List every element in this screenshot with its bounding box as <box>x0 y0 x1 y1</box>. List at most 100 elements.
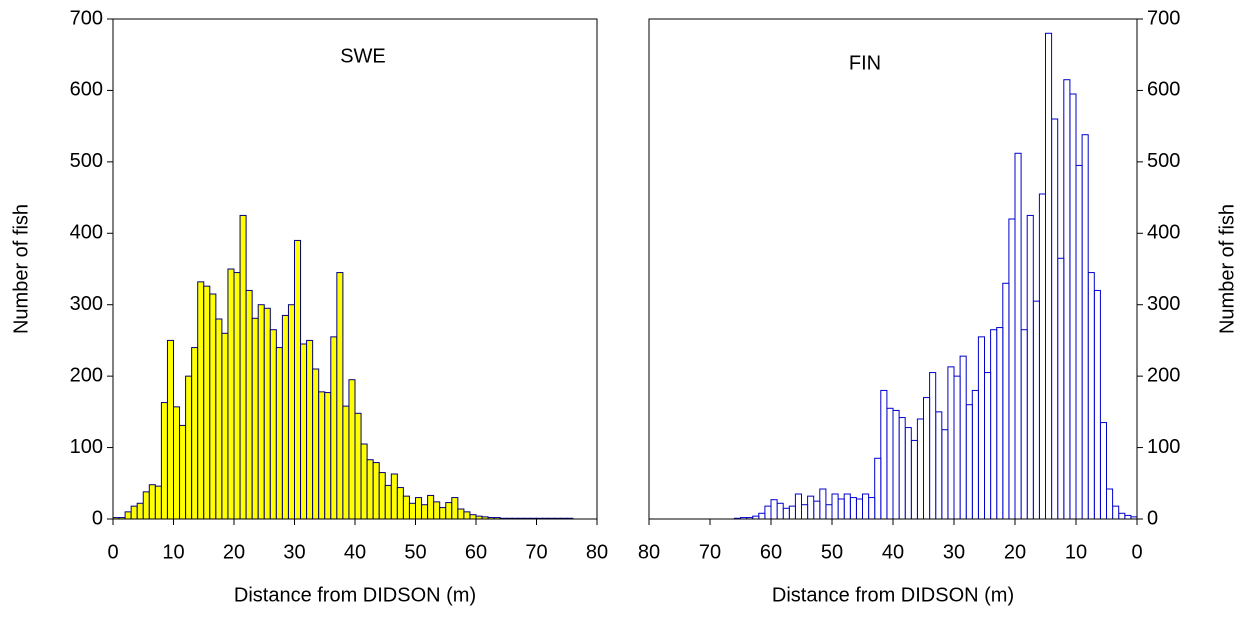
bar <box>910 439 918 520</box>
bar <box>342 405 350 520</box>
bar <box>191 347 199 520</box>
x-axis-label: Distance from DIDSON (m) <box>772 584 1014 606</box>
bar <box>874 457 882 520</box>
bar <box>124 511 132 520</box>
bar <box>221 332 229 520</box>
bar <box>855 498 864 520</box>
bar <box>469 514 477 520</box>
bar <box>947 366 955 520</box>
bar <box>831 493 839 520</box>
y-tick-label: 400 <box>70 222 103 244</box>
bar <box>953 375 961 520</box>
bar <box>1051 118 1059 520</box>
y-axis-label: Number of fish <box>1216 204 1238 334</box>
x-tick-label: 40 <box>882 541 904 563</box>
bar <box>807 495 815 520</box>
bar <box>880 389 888 520</box>
bar <box>294 239 302 520</box>
bar <box>306 339 314 520</box>
bar <box>173 406 181 520</box>
bar <box>396 487 404 520</box>
y-tick-label: 0 <box>1147 507 1158 529</box>
y-tick-label: 100 <box>70 436 103 458</box>
bar <box>898 417 906 520</box>
y-tick-label: 600 <box>1147 79 1180 101</box>
bar <box>408 502 417 520</box>
x-tick-label: 30 <box>943 541 965 563</box>
bar <box>197 281 205 520</box>
bar <box>263 307 271 520</box>
bar <box>160 402 168 520</box>
bar <box>269 329 277 520</box>
bar <box>354 412 362 520</box>
bar <box>457 508 465 520</box>
bar <box>154 485 162 520</box>
bar <box>451 497 459 520</box>
bar <box>1008 218 1016 520</box>
bar <box>801 504 809 520</box>
bar <box>142 491 150 520</box>
x-axis-label: Distance from DIDSON (m) <box>234 584 476 606</box>
bar <box>336 272 344 520</box>
bar <box>257 304 265 520</box>
bar <box>825 504 833 520</box>
bar <box>130 505 138 520</box>
bar <box>794 493 803 520</box>
bar <box>209 293 217 520</box>
x-tick-label: 0 <box>107 541 118 563</box>
bar <box>360 443 368 520</box>
bar <box>770 499 778 520</box>
bar <box>136 502 144 520</box>
bar <box>384 484 392 520</box>
y-tick-label: 0 <box>92 507 103 529</box>
bar <box>758 512 766 520</box>
bar <box>179 424 187 520</box>
bar <box>1002 282 1010 520</box>
bar <box>837 498 845 520</box>
bar <box>1069 93 1077 520</box>
bar <box>977 336 986 520</box>
bar <box>1038 193 1047 520</box>
bar <box>402 495 410 520</box>
bar <box>318 391 326 520</box>
bar <box>421 504 429 520</box>
bar <box>1087 272 1095 520</box>
bar <box>1014 152 1022 520</box>
bar <box>813 500 821 520</box>
bar <box>904 427 912 520</box>
bar <box>929 372 937 520</box>
bar <box>1081 134 1089 520</box>
bar <box>390 473 398 520</box>
bar <box>1099 422 1108 520</box>
x-tick-label: 20 <box>1004 541 1026 563</box>
panel-title: SWE <box>340 45 386 67</box>
bar <box>445 502 453 520</box>
bar <box>324 392 332 520</box>
x-tick-label: 60 <box>465 541 487 563</box>
bar <box>892 409 900 520</box>
y-tick-label: 500 <box>1147 150 1180 172</box>
bar <box>275 347 283 520</box>
bar <box>148 484 156 520</box>
x-tick-label: 70 <box>699 541 721 563</box>
bar <box>849 497 857 520</box>
bar <box>1045 32 1053 520</box>
bar <box>1032 300 1040 520</box>
x-tick-label: 80 <box>638 541 660 563</box>
bar <box>1075 164 1083 520</box>
bar <box>233 272 241 520</box>
bar <box>185 375 193 520</box>
bar <box>1093 289 1101 520</box>
x-tick-label: 70 <box>525 541 547 563</box>
y-tick-label: 400 <box>1147 222 1180 244</box>
bar <box>427 494 435 520</box>
bar <box>862 493 870 520</box>
bar <box>776 502 784 520</box>
bar <box>366 459 374 520</box>
bar <box>984 372 992 520</box>
bar <box>300 343 308 520</box>
bar <box>463 511 471 520</box>
bar <box>1112 505 1120 520</box>
bar <box>965 404 973 520</box>
bar <box>378 472 386 520</box>
